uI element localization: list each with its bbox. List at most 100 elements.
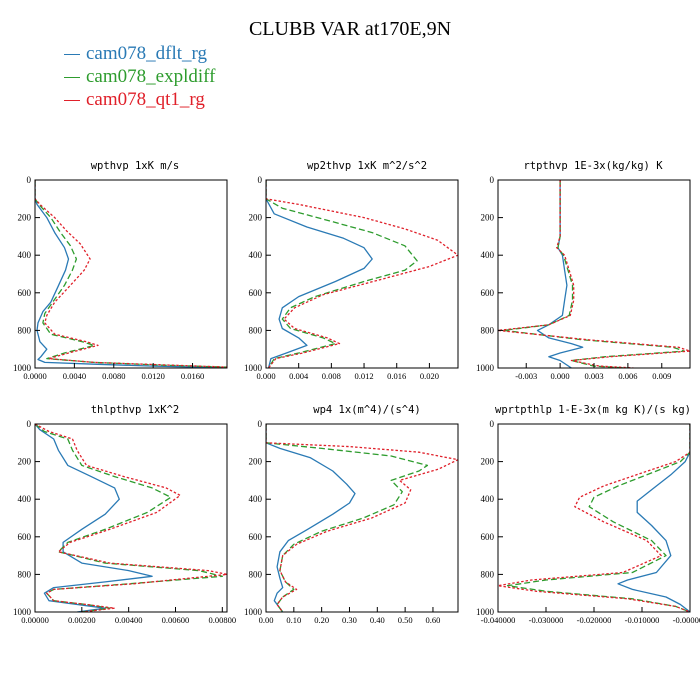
legend-item-dflt: cam078_dflt_rg <box>64 42 215 65</box>
x-tick-label: -0.003 <box>515 371 537 381</box>
legend-swatch-qt1 <box>64 100 80 101</box>
y-tick-label: 0 <box>490 175 495 185</box>
x-tick-label: 0.00 <box>259 615 274 625</box>
x-tick-label: 0.004 <box>289 371 309 381</box>
x-tick-label: 0.50 <box>398 615 413 625</box>
legend-swatch-expldiff <box>64 77 80 78</box>
panel-4: thlpthvp 1xK^2 0 200 400 600 800 10000.00000 0.… <box>13 404 236 625</box>
panel-3: rtpthvp 1E-3x(kg/kg) K 0 200 400 600 800 1000 -… <box>476 160 691 381</box>
figure-title: CLUBB VAR at170E,9N <box>248 18 452 40</box>
y-tick-label: 600 <box>18 532 32 542</box>
x-tick-label: -0.040000 <box>481 615 516 625</box>
panel-title: rtpthvp 1E-3x(kg/kg) K <box>523 160 663 172</box>
y-tick-label: 600 <box>481 532 495 542</box>
series-line-1 <box>35 180 223 368</box>
y-tick-label: 400 <box>249 494 263 504</box>
x-tick-label: 0.0000 <box>23 371 46 381</box>
legend-label-expldiff: cam078_expldiff <box>86 66 216 87</box>
plot-frame <box>34 423 228 613</box>
legend-swatch-dflt <box>64 54 80 55</box>
y-tick-label: 400 <box>18 250 32 260</box>
series-line-3 <box>498 180 690 368</box>
y-tick-label: 0 <box>490 419 495 429</box>
series-line-3 <box>266 180 458 368</box>
y-tick-label: 600 <box>18 288 32 298</box>
x-tick-label: 0.0040 <box>63 371 86 381</box>
x-tick-label: 0.00000 <box>21 615 49 625</box>
y-tick-label: 400 <box>18 494 32 504</box>
x-tick-label: 0.016 <box>387 371 406 381</box>
y-tick-label: 600 <box>249 288 263 298</box>
y-tick-label: 200 <box>18 213 32 223</box>
panel-title: thlpthvp 1xK^2 <box>91 404 180 416</box>
y-tick-label: 1000 <box>476 363 495 373</box>
y-tick-label: 1000 <box>244 363 263 373</box>
y-tick-label: 400 <box>481 494 495 504</box>
y-tick-label: 400 <box>249 250 263 260</box>
panel-6: wprtpthlp 1-E-3x(m kg K)/(s kg)0 200 400 60… <box>476 404 700 625</box>
panel-title: wp2thvp 1xK m^2/s^2 <box>307 160 427 172</box>
series-line-3 <box>498 424 690 612</box>
y-tick-label: 1000 <box>13 363 32 373</box>
x-tick-label: 0.006 <box>618 371 637 381</box>
plot-frame <box>34 179 228 369</box>
x-tick-label: 0.30 <box>342 615 357 625</box>
y-tick-label: 200 <box>481 213 495 223</box>
y-tick-label: 800 <box>249 325 263 335</box>
x-tick-label: -0.010000 <box>625 615 660 625</box>
y-tick-label: 1000 <box>476 607 495 617</box>
x-tick-label: 0.0160 <box>181 371 204 381</box>
legend-item-qt1: cam078_qt1_rg <box>64 88 215 111</box>
y-tick-label: 600 <box>481 288 495 298</box>
panel-title: wp4 1x(m^4)/(s^4) <box>313 404 420 416</box>
x-tick-label: 0.00400 <box>115 615 143 625</box>
panel-2: wp2thvp 1xK m^2/s^2020040060080010000.00… <box>244 160 459 381</box>
x-tick-label: 0.012 <box>354 371 373 381</box>
y-tick-label: 0 <box>27 419 32 429</box>
y-tick-label: 800 <box>18 325 32 335</box>
y-tick-label: 800 <box>18 569 32 579</box>
x-tick-label: 0.0120 <box>141 371 164 381</box>
series-line-2 <box>506 424 690 612</box>
y-tick-label: 0 <box>258 419 263 429</box>
x-tick-label: 0.00800 <box>209 615 237 625</box>
series-line-3 <box>35 424 227 612</box>
series-line-2 <box>266 424 429 612</box>
x-tick-label: 0.60 <box>426 615 441 625</box>
series-line-1 <box>617 424 690 612</box>
y-tick-label: 800 <box>249 569 263 579</box>
x-tick-label: 0.000 <box>256 371 275 381</box>
x-tick-label: 0.10 <box>286 615 301 625</box>
y-tick-label: 200 <box>481 457 495 467</box>
y-tick-label: 1000 <box>244 607 263 617</box>
panel-title: wprtpthlp 1-E-3x(m kg K)/(s kg) <box>495 404 691 416</box>
x-tick-label: 0.00200 <box>68 615 96 625</box>
x-tick-label: 0.0080 <box>102 371 125 381</box>
x-tick-label: 0.000 <box>551 371 570 381</box>
y-tick-label: 200 <box>249 213 263 223</box>
series-line-1 <box>266 424 356 612</box>
y-tick-label: 400 <box>481 250 495 260</box>
series-line-3 <box>266 424 458 612</box>
y-tick-label: 200 <box>18 457 32 467</box>
y-tick-label: 800 <box>481 569 495 579</box>
legend-item-expldiff: cam078_expldiff <box>64 65 215 88</box>
plot-frame <box>265 423 459 613</box>
legend-label-qt1: cam078_qt1_rg <box>86 89 205 110</box>
panel-1: wpthvp 1xK m/s 0 200 400 600 800 10000.0000 0.0… <box>13 160 228 381</box>
series-line-2 <box>266 180 418 368</box>
y-tick-label: 0 <box>27 175 32 185</box>
legend-label-dflt: cam078_dflt_rg <box>86 43 208 64</box>
x-tick-label: 0.009 <box>652 371 671 381</box>
y-tick-label: 1000 <box>13 607 32 617</box>
y-tick-label: 600 <box>249 532 263 542</box>
series-line-2 <box>35 180 227 368</box>
x-tick-label: 0.00600 <box>162 615 190 625</box>
legend: cam078_dflt_rg cam078_expldiff cam078_qt… <box>64 42 215 111</box>
series-line-2 <box>35 424 223 612</box>
x-tick-label: 0.020 <box>420 371 439 381</box>
x-tick-label: 0.008 <box>322 371 341 381</box>
x-tick-label: 0.20 <box>314 615 329 625</box>
